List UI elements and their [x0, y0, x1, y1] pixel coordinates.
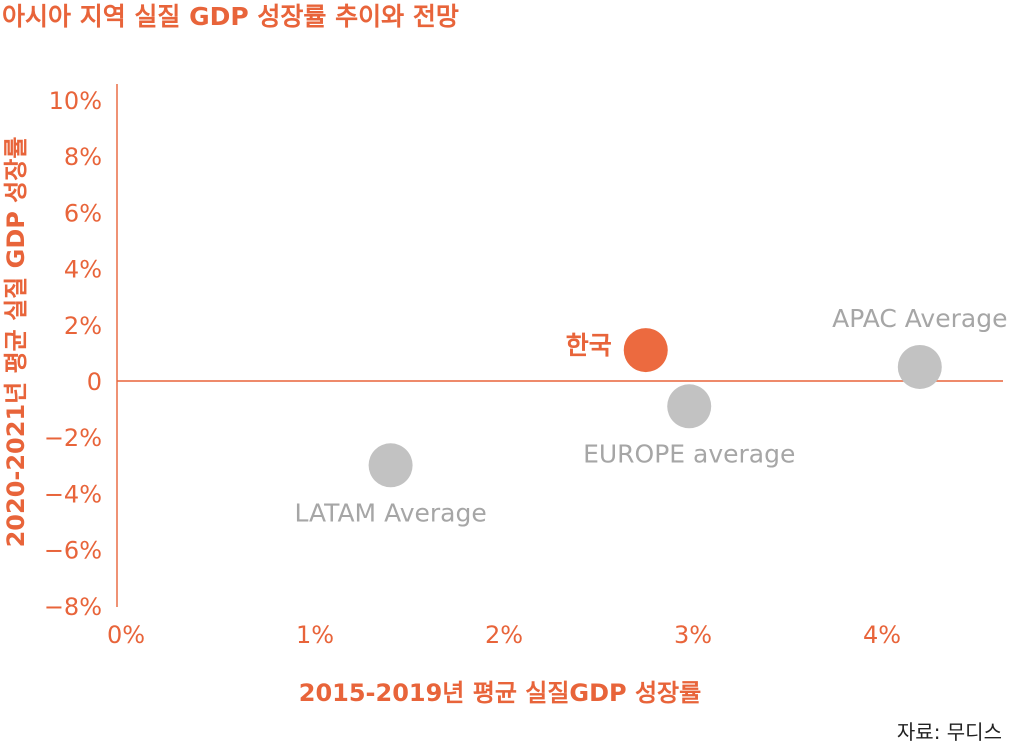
y-tick-labels: 10% 8% 6% 4% 2% 0 −2% −4% −6% −8%	[44, 87, 102, 621]
data-point-apac-average	[897, 344, 942, 389]
source-note: 자료: 무디스	[897, 720, 1002, 744]
x-tick-label: 2%	[485, 621, 523, 649]
data-point-europe-average	[667, 384, 712, 429]
y-tick-label: 0	[87, 368, 102, 396]
x-axis-label: 2015-2019년 평균 실질GDP 성장률	[299, 679, 701, 707]
y-tick-label: −2%	[44, 424, 102, 452]
y-axis-label-group: 2020-2021년 평균 실질 GDP 성장률	[2, 137, 30, 548]
data-point-label: EUROPE average	[583, 439, 795, 468]
data-point-label: 한국	[566, 331, 612, 360]
y-tick-label: 8%	[64, 143, 102, 171]
x-tick-label: 4%	[863, 621, 901, 649]
y-tick-label: −6%	[44, 537, 102, 565]
data-point-latam-average	[368, 443, 413, 488]
y-tick-label: 2%	[64, 312, 102, 340]
y-tick-label: 10%	[49, 87, 102, 115]
y-tick-label: 4%	[64, 256, 102, 284]
data-points: 한국 APAC Average EUROPE average LATAM Averag…	[294, 304, 1007, 527]
y-tick-label: −8%	[44, 593, 102, 621]
y-tick-label: −4%	[44, 480, 102, 508]
x-tick-label: 3%	[674, 621, 712, 649]
y-tick-label: 6%	[64, 199, 102, 227]
y-axis-label: 2020-2021년 평균 실질 GDP 성장률	[2, 137, 30, 548]
x-tick-labels: 0% 1% 2% 3% 4%	[107, 621, 901, 649]
x-tick-label: 0%	[107, 621, 145, 649]
data-point-label: APAC Average	[832, 304, 1007, 333]
chart-title: 아시아 지역 실질 GDP 성장률 추이와 전망	[2, 2, 459, 31]
x-tick-label: 1%	[296, 621, 334, 649]
data-point-label: LATAM Average	[294, 498, 486, 527]
data-point-korea	[623, 328, 668, 373]
